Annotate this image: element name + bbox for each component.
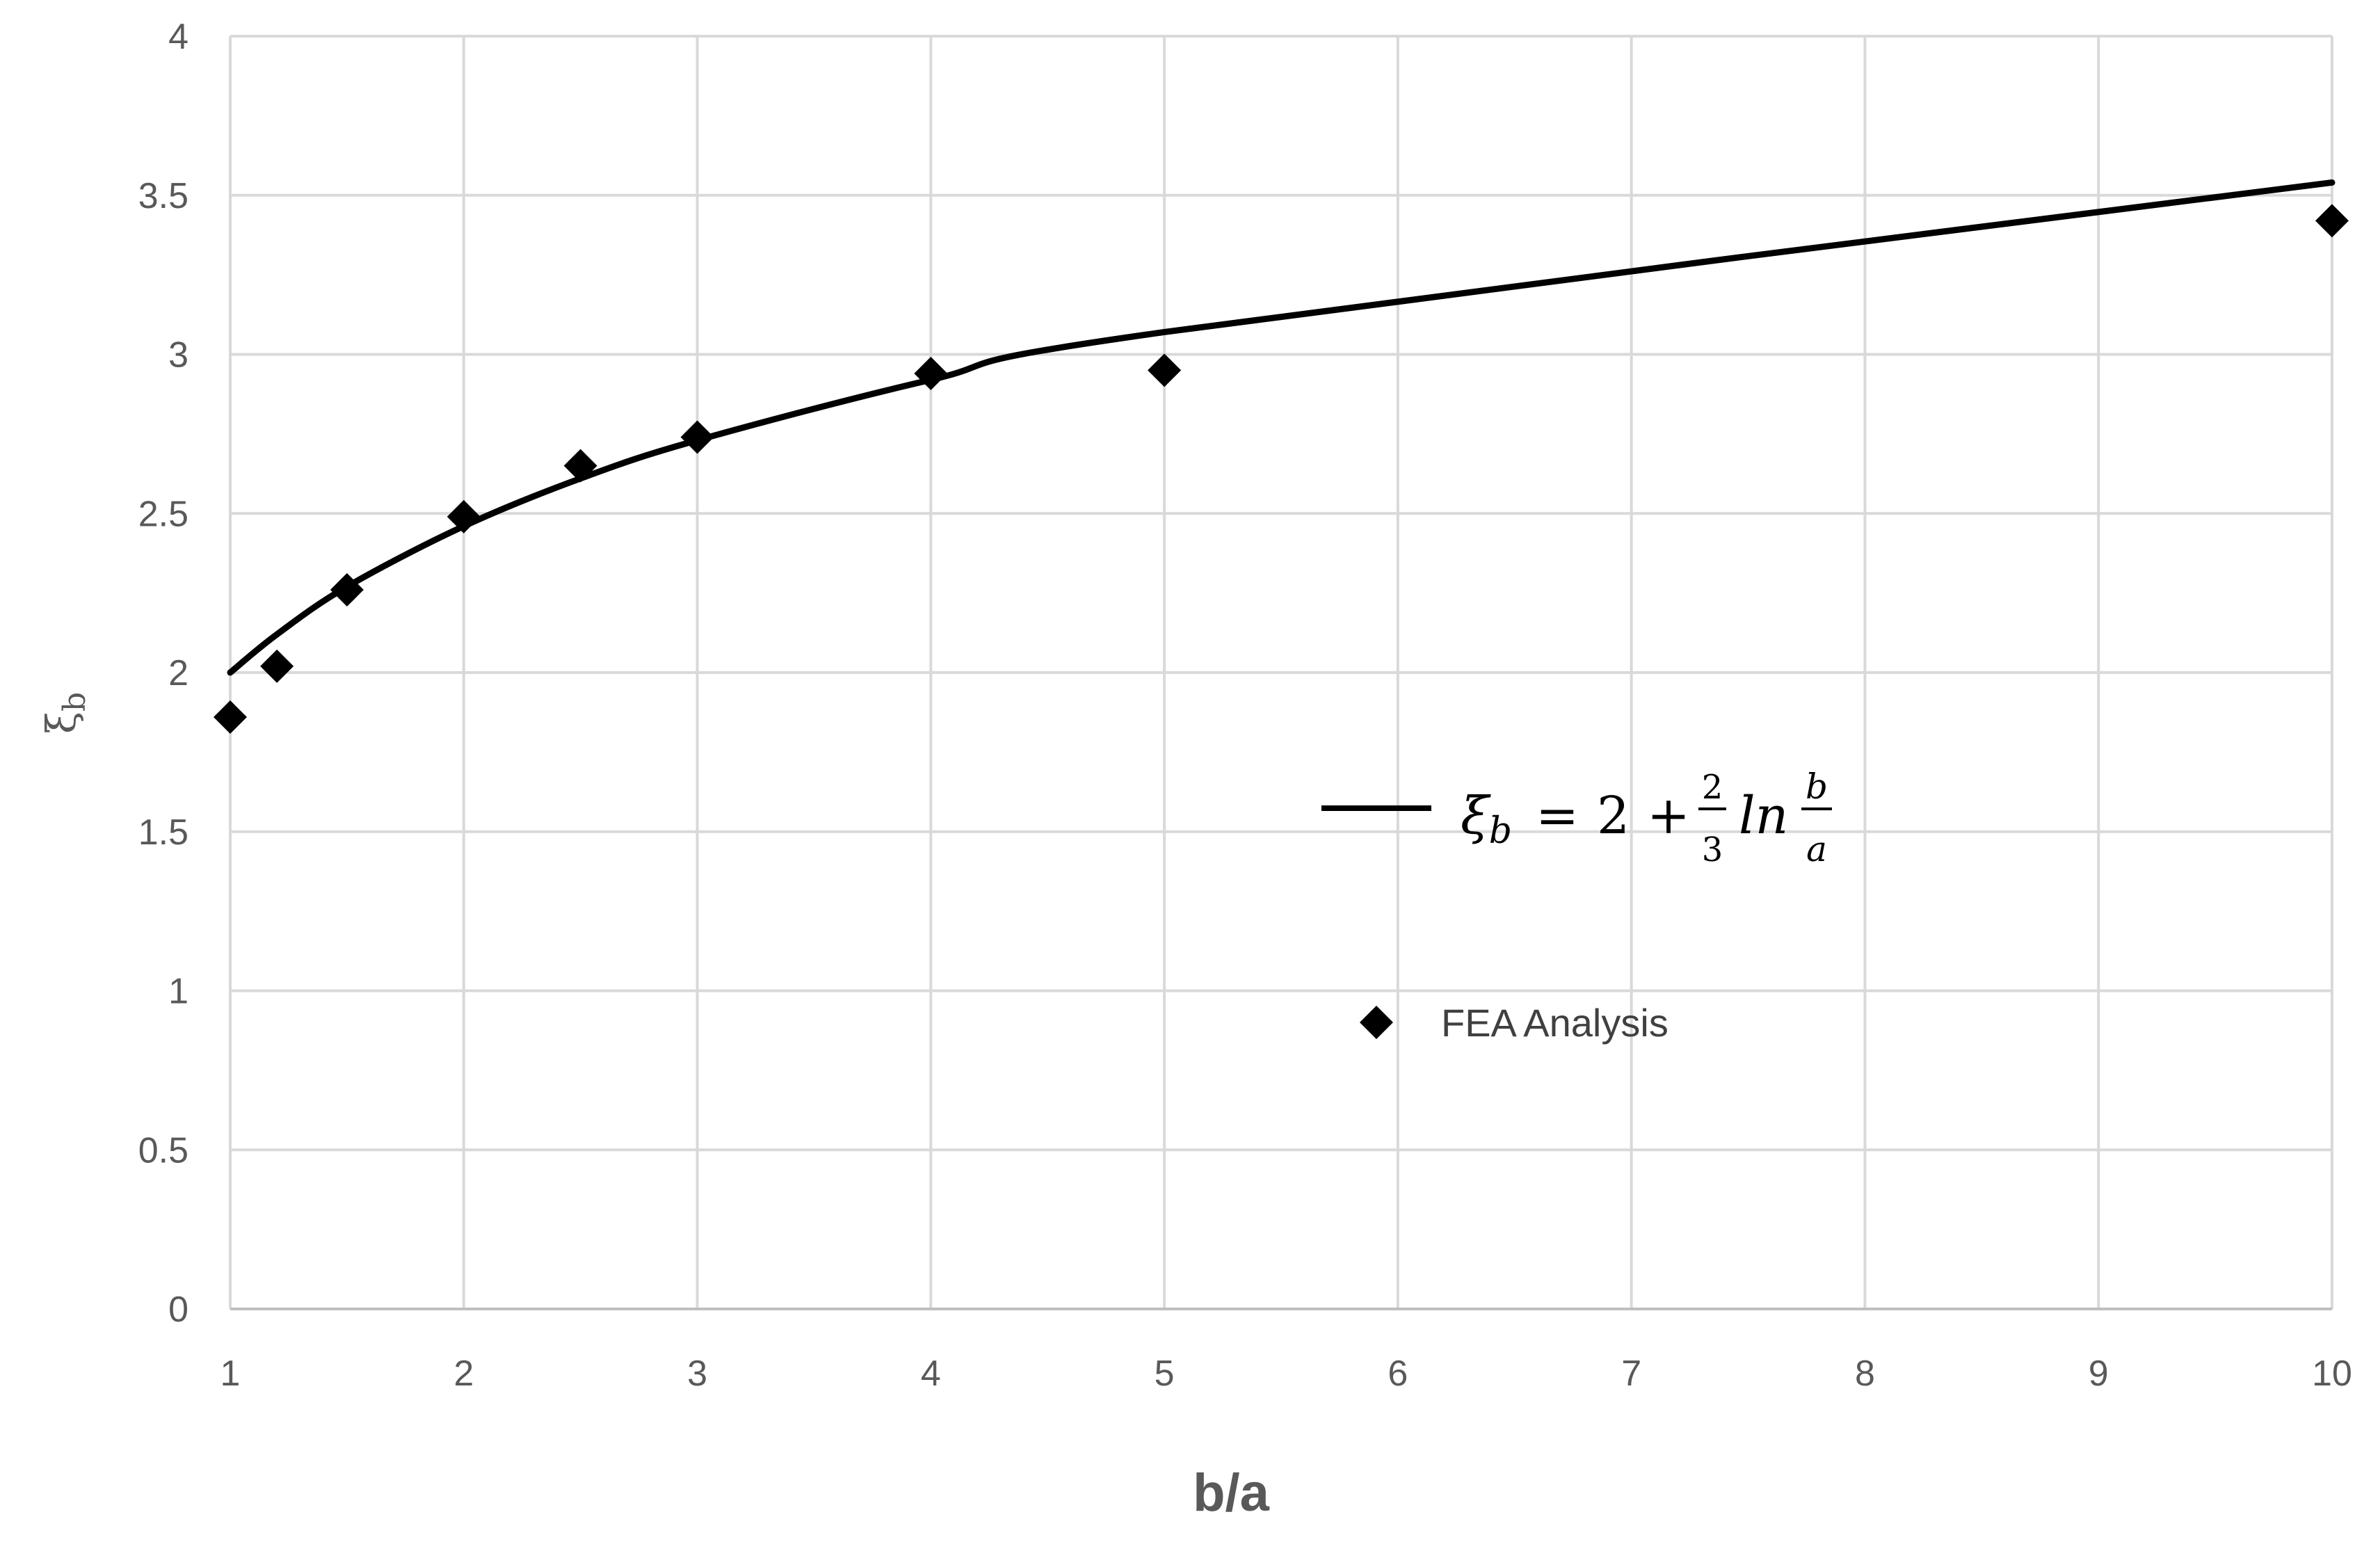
x-tick-label: 5 [1155, 1353, 1175, 1394]
fea-point [2315, 204, 2349, 238]
grid [229, 35, 2333, 1309]
x-tick-label: 3 [687, 1353, 707, 1394]
eq-ratio-den: a [1806, 829, 1827, 869]
x-tick-label: 7 [1621, 1353, 1641, 1394]
fea-point [680, 420, 714, 454]
svg-text:ξb: ξb [1461, 786, 1512, 852]
y-tick-label: 0.5 [138, 1130, 188, 1171]
x-tick-label: 2 [453, 1353, 474, 1394]
y-axis-title: ξb [38, 692, 93, 734]
eq-ratio-num: b [1806, 766, 1828, 807]
svg-text:ξb: ξb [38, 692, 93, 734]
x-tick-label: 8 [1855, 1353, 1875, 1394]
y-tick-label: 2 [168, 653, 188, 693]
x-tick-labels: 1 2 3 4 5 6 7 8 9 10 [220, 1353, 2352, 1394]
fea-point [214, 700, 247, 734]
y-tick-label: 2.5 [138, 494, 188, 534]
fea-point [260, 649, 294, 683]
eq-plus: + [1647, 786, 1690, 846]
legend: ξb = 2 + 2 3 ln b a FEA Analysis [1321, 766, 1832, 1045]
y-tick-label: 1 [168, 972, 188, 1012]
fea-point [563, 449, 597, 483]
eq-const: 2 [1597, 786, 1630, 846]
eq-lhs: ξ [1461, 786, 1491, 846]
y-tick-label: 0 [168, 1289, 188, 1330]
eq-frac-num: 2 [1702, 768, 1723, 807]
y-tick-label: 3 [168, 335, 188, 376]
fea-point [914, 356, 948, 390]
x-axis-title: b/a [1193, 1463, 1270, 1522]
legend-diamond-marker [1360, 1006, 1393, 1039]
eq-fn: ln [1739, 786, 1788, 846]
legend-fea-label: FEA Analysis [1441, 1001, 1669, 1045]
y-tick-label: 4 [168, 17, 188, 57]
equation-curve [227, 179, 2335, 676]
eq-frac-den: 3 [1702, 830, 1723, 869]
x-tick-label: 9 [2089, 1353, 2109, 1394]
x-tick-label: 6 [1388, 1353, 1408, 1394]
series-points [214, 204, 2349, 734]
x-tick-label: 4 [921, 1353, 941, 1394]
y-axis-title-symbol: ξ [38, 712, 85, 734]
eq-sign: = [1536, 786, 1579, 846]
legend-equation: ξb = 2 + 2 3 ln b a [1461, 766, 1832, 869]
fea-point [447, 499, 481, 533]
series-line [227, 179, 2335, 676]
y-tick-label: 3.5 [138, 176, 188, 216]
fea-point [1148, 353, 1182, 387]
y-tick-label: 1.5 [138, 812, 188, 853]
x-tick-label: 1 [220, 1353, 241, 1394]
y-tick-labels: 0 0.5 1 1.5 2 2.5 3 3.5 4 [138, 17, 188, 1330]
y-axis-title-sub: b [57, 692, 93, 712]
eq-lhs-sub: b [1489, 810, 1512, 852]
fea-point [330, 573, 364, 607]
x-tick-label: 10 [2312, 1353, 2352, 1394]
